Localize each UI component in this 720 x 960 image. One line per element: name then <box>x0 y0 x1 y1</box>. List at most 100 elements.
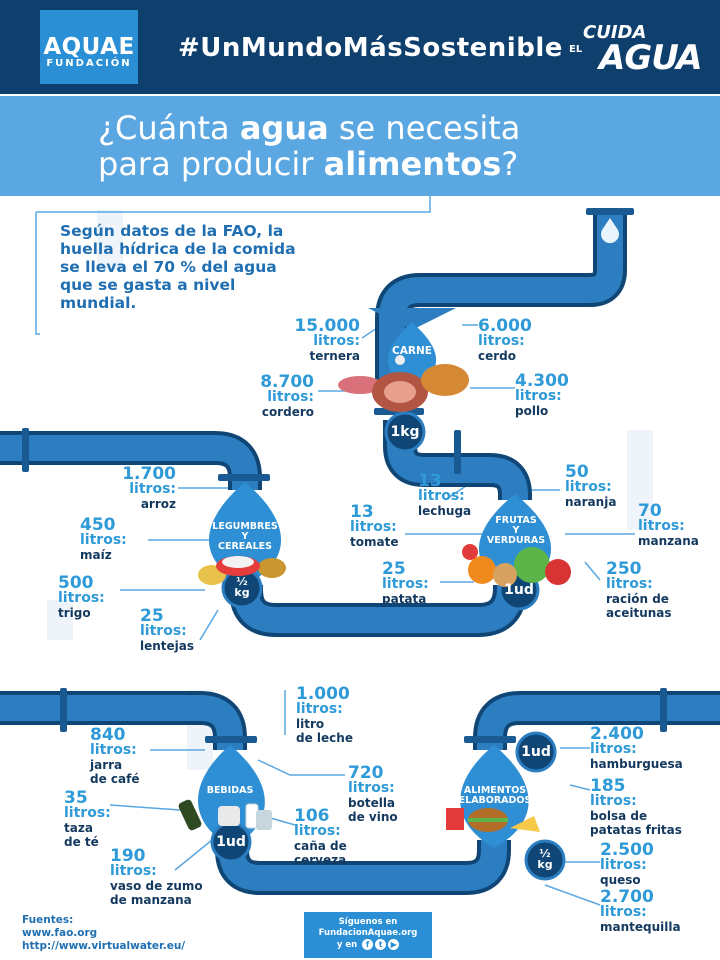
item-name: botella <box>348 796 396 810</box>
item-name: lentejas <box>140 639 195 653</box>
item-value: 8.700 <box>260 372 314 392</box>
item-unit: litros: <box>348 780 395 796</box>
unit-line: kg <box>234 586 250 599</box>
follow-box[interactable]: Síguenos en FundacionAquae.org y en f t ▶ <box>304 912 432 958</box>
item-value: 1.000 <box>296 684 350 704</box>
item-name: trigo <box>58 606 91 620</box>
item-name: arroz <box>140 497 176 511</box>
item-name: aceitunas <box>606 606 672 620</box>
intro-text: Según datos de la FAO, la huella hídrica… <box>60 222 296 312</box>
item-zumo: 190 litros: vaso de zumo de manzana <box>110 846 230 908</box>
campaign-logo: EL CUIDA AGUA <box>565 20 703 80</box>
item-maiz: 450 litros: maíz <box>80 517 180 563</box>
category-label-line: VERDURAS <box>486 535 546 546</box>
item-unit: litros: <box>90 742 137 758</box>
item-name: pollo <box>515 404 549 418</box>
cereals-illustration <box>198 556 286 585</box>
item-unit: litros: <box>600 857 647 873</box>
item-patatas-fritas: 185 litros: bolsa de patatas fritas <box>590 778 715 838</box>
item-unit: litros: <box>478 333 525 349</box>
unit-bebidas: 1ud <box>216 834 246 850</box>
item-unit: litros: <box>600 904 647 920</box>
unit-carne: 1kg <box>390 424 420 440</box>
category-label-line: ALIMENTOS <box>463 785 527 796</box>
campaign-logo-line1: CUIDA <box>583 22 647 43</box>
item-name: cordero <box>261 405 314 419</box>
category-carne-label: CARNE <box>392 345 432 357</box>
category-bebidas-label: BEBIDAS <box>206 785 254 796</box>
title-text: ? <box>501 145 519 183</box>
unit-line: ½ <box>539 847 551 860</box>
item-value: 720 <box>348 763 384 783</box>
follow-website[interactable]: FundacionAquae.org <box>318 928 418 938</box>
category-label-line: Y <box>512 525 520 536</box>
item-unit: litros: <box>590 793 637 809</box>
item-aceitunas: 250 litros: ración de aceitunas <box>606 561 716 621</box>
unit-frutas: 1ud <box>504 582 534 598</box>
youtube-icon[interactable]: ▶ <box>388 939 400 950</box>
category-frutas-label: FRUTAS Y VERDURAS <box>476 516 556 546</box>
item-unit: litros: <box>140 623 187 639</box>
item-mantequilla: 2.700 litros: mantequilla <box>600 887 718 935</box>
item-name: de café <box>90 772 140 786</box>
item-name: mantequilla <box>600 920 681 934</box>
item-unit: litros: <box>350 519 397 535</box>
item-name: maíz <box>80 548 112 562</box>
item-value: 840 <box>90 725 126 745</box>
sources-title: Fuentes: <box>22 914 74 926</box>
twitter-icon[interactable]: t <box>375 939 387 950</box>
item-value: 4.300 <box>515 371 569 391</box>
aquae-logo[interactable]: AQUAE FUNDACIÓN <box>40 10 138 84</box>
page-title: ¿Cuánta agua se necesita para producir a… <box>98 110 520 182</box>
item-unit: litros: <box>418 488 465 504</box>
item-value: 190 <box>110 846 146 866</box>
category-legumbres-label: LEGUMBRES Y CEREALES <box>205 522 285 552</box>
sources: Fuentes: www.fao.org http://www.virtualw… <box>22 914 185 953</box>
item-unit: litros: <box>638 518 685 534</box>
item-value: 2.500 <box>600 840 654 860</box>
item-leche: 1.000 litros: litro de leche <box>296 684 396 746</box>
item-hamburguesa: 2.400 litros: hamburguesa <box>590 726 710 772</box>
item-manzana: 70 litros: manzana <box>638 503 718 549</box>
item-unit: litros: <box>80 532 127 548</box>
item-name: patatas fritas <box>590 823 682 837</box>
item-name: de leche <box>296 731 353 745</box>
item-value: 25 <box>140 606 164 626</box>
unit-line: kg <box>537 858 553 871</box>
item-name: ración de <box>606 592 669 606</box>
campaign-logo-line2: AGUA <box>599 38 703 78</box>
unit-elaborados-kg: ½ kg <box>527 848 563 870</box>
item-value: 50 <box>565 462 589 482</box>
item-unit: litros: <box>565 479 612 495</box>
item-value: 1.700 <box>122 464 176 484</box>
item-name: cerdo <box>478 349 517 363</box>
item-lentejas: 25 litros: lentejas <box>140 606 240 654</box>
facebook-icon[interactable]: f <box>362 939 374 950</box>
item-name: patata <box>382 592 427 606</box>
follow-text: y en <box>336 940 358 950</box>
title-bold: agua <box>239 109 329 147</box>
item-name: manzana <box>638 534 699 548</box>
item-value: 2.700 <box>600 887 654 907</box>
logo-subname: FUNDACIÓN <box>46 58 132 69</box>
vegetables-illustration <box>462 544 571 587</box>
source-link-fao[interactable]: www.fao.org <box>22 927 98 939</box>
campaign-logo-el: EL <box>569 44 583 55</box>
item-unit: litros: <box>129 481 176 497</box>
category-label-line: FRUTAS <box>495 515 537 526</box>
source-link-virtualwater[interactable]: http://www.virtualwater.eu/ <box>22 940 186 952</box>
item-cordero: 8.700 litros: cordero <box>214 372 314 420</box>
item-trigo: 500 litros: trigo <box>58 575 158 621</box>
item-ternera: 15.000 litros: ternera <box>260 318 360 364</box>
processed-food-illustration <box>446 808 540 832</box>
item-unit: litros: <box>382 576 429 592</box>
follow-text: Síguenos en <box>338 917 398 927</box>
item-unit: litros: <box>590 741 637 757</box>
item-value: 13 <box>350 502 374 522</box>
item-value: 35 <box>64 788 88 808</box>
item-naranja: 50 litros: naranja <box>565 462 645 510</box>
category-elaborados-label: ALIMENTOS ELABORADOS <box>450 786 540 806</box>
item-cerdo: 6.000 litros: cerdo <box>478 318 578 364</box>
item-name: bolsa de <box>590 809 648 823</box>
item-name: caña de <box>294 839 347 853</box>
